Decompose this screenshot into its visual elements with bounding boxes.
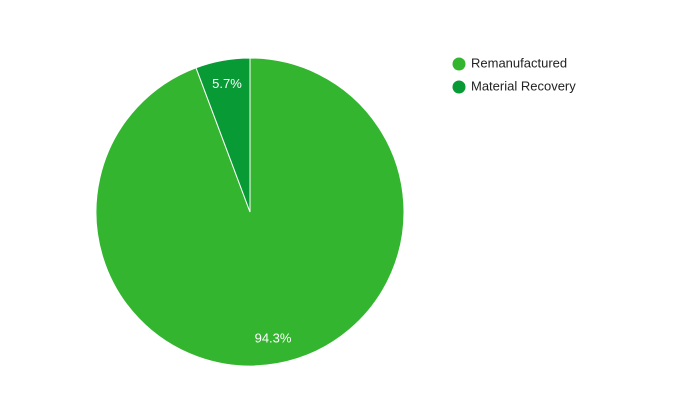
legend-marker	[452, 80, 466, 94]
slice-label: 94.3%	[255, 331, 292, 346]
pie-slice	[195, 57, 251, 213]
legend-marker	[452, 57, 466, 71]
slice-label: 5.7%	[212, 76, 242, 91]
legend-label: Remanufactured	[471, 55, 567, 70]
legend-label: Material Recovery	[471, 78, 576, 93]
